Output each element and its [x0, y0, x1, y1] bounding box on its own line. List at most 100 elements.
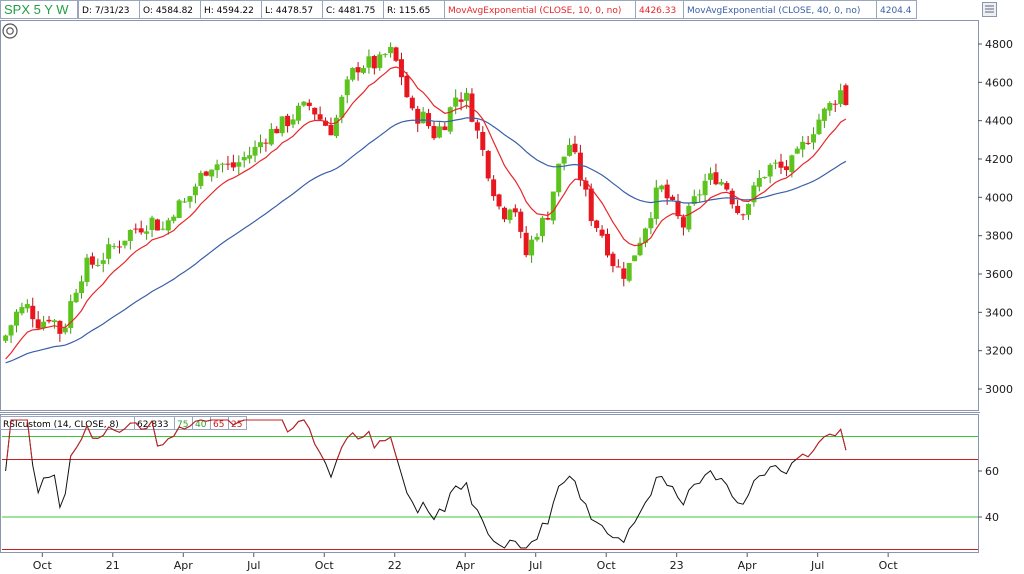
candle-body [149, 217, 155, 230]
candle-body [160, 228, 166, 230]
candle-body [501, 207, 507, 220]
price-tick-label: 4400 [985, 115, 1013, 128]
candle-body [344, 79, 350, 96]
candle-body [740, 214, 746, 216]
rsi-header-label: RSIcustom (14, CLOSE, 8) [3, 420, 119, 430]
candle-body [230, 162, 236, 168]
candle-body [507, 209, 513, 220]
header-bar: SPX 5 Y W D: 7/31/23 O: 4584.82 H: 4594.22… [0, 0, 917, 19]
candle-body [366, 56, 372, 68]
candle-body [783, 166, 789, 171]
candle-body [100, 260, 106, 264]
price-tick-label: 4600 [985, 76, 1013, 89]
candle-body [420, 111, 426, 124]
candle-body [453, 97, 459, 107]
rsi-header-lvl3: 65 [213, 420, 224, 430]
candle-body [713, 172, 719, 185]
x-tick-label: Oct [315, 559, 335, 572]
candle-body [794, 148, 800, 154]
rsi-header-lvl4: 25 [231, 420, 242, 430]
candle-body [312, 107, 318, 115]
candle-body [415, 108, 421, 124]
candle-body [95, 264, 101, 266]
candle-body [583, 180, 589, 190]
candle-body [84, 257, 90, 283]
candle-body [485, 150, 491, 179]
candle-body [691, 196, 697, 205]
price-tick-label: 3000 [985, 383, 1013, 396]
header-close: C: 4481.75 [326, 6, 375, 16]
rsi-panel[interactable] [0, 414, 979, 553]
candle-body [588, 188, 594, 222]
candle-body [398, 59, 404, 78]
header-ema10-label: MovAvgExponential (CLOSE, 10, 0, no) [448, 6, 621, 16]
candle-body [279, 116, 285, 134]
candle-body [496, 194, 502, 207]
candle-body [122, 240, 128, 246]
candle-body [436, 126, 442, 138]
candle-body [301, 101, 307, 106]
candle-body [35, 319, 41, 329]
x-tick-label: Jul [810, 559, 824, 572]
price-tick-label: 4800 [985, 38, 1013, 51]
candle-body [8, 325, 14, 336]
price-panel[interactable] [0, 20, 979, 411]
candle-body [192, 186, 198, 196]
info-icon[interactable] [2, 23, 18, 39]
scroll-icon[interactable] [982, 2, 997, 17]
price-tick-label: 3800 [985, 230, 1013, 243]
candle-body [426, 113, 432, 127]
price-tick-label: 3600 [985, 268, 1013, 281]
x-tick-label: Jul [528, 559, 542, 572]
candle-body [117, 246, 123, 248]
candle-body [767, 164, 773, 177]
symbol-label[interactable]: SPX 5 Y W [4, 2, 69, 17]
candle-body [13, 311, 19, 326]
candle-body [680, 217, 686, 228]
candle-body [838, 90, 844, 105]
header-ema10-value: 4426.33 [639, 6, 676, 16]
candle-body [285, 115, 291, 127]
candle-body [827, 103, 833, 111]
candle-body [198, 172, 204, 186]
candle-body [604, 233, 610, 256]
candle-body [464, 92, 470, 101]
candle-body [79, 281, 85, 294]
candle-body [89, 256, 95, 265]
candle-body [599, 229, 605, 236]
candle-body [203, 171, 209, 176]
candle-body [675, 200, 681, 217]
candle-body [545, 218, 551, 220]
x-axis: Oct 21 Apr Jul Oct 22 Apr Jul Oct 23 Apr Jul Oct [33, 553, 899, 572]
candle-body [491, 179, 497, 197]
candle-body [165, 220, 171, 231]
header-range: R: 115.65 [387, 6, 430, 16]
candle-body [745, 204, 751, 215]
candle-body [247, 155, 253, 159]
candle-body [534, 236, 540, 240]
x-tick-label: Oct [879, 559, 899, 572]
candle-body [404, 75, 410, 98]
price-tick-label: 4200 [985, 153, 1013, 166]
candle-body [19, 307, 25, 314]
header-low: L: 4478.57 [265, 6, 313, 16]
candle-body [773, 162, 779, 164]
candle-body [317, 114, 323, 120]
x-tick-label: Oct [597, 559, 617, 572]
x-tick-label: Apr [456, 559, 476, 572]
candle-body [708, 173, 714, 180]
candle-body [762, 177, 768, 179]
candle-body [550, 191, 556, 221]
rsi-header-lvl1: 75 [177, 420, 188, 430]
header-open: O: 4584.82 [143, 6, 193, 16]
candle-body [127, 230, 133, 241]
candle-body [523, 232, 529, 256]
candle-body [252, 146, 258, 156]
candle-body [615, 266, 621, 268]
candle-body [458, 99, 464, 102]
candle-body [529, 239, 535, 256]
candle-body [697, 194, 703, 196]
candle-body [154, 219, 160, 231]
candle-body [811, 134, 817, 143]
